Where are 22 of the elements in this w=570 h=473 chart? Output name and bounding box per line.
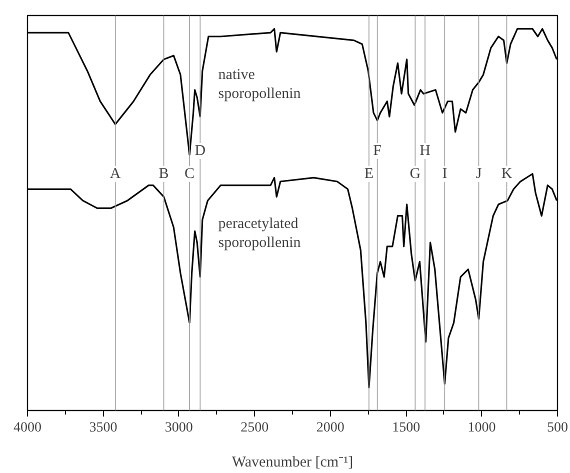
x-tick-label: 2000 [316,420,344,436]
ref-line-label: I [442,166,448,182]
ref-line-label: D [194,142,206,159]
ref-line-label: B [158,166,169,182]
ref-line-label: K [501,166,512,182]
x-tick-label: 3000 [164,420,193,436]
x-tick-label: 1500 [392,420,420,436]
ref-line-label: E [364,166,374,182]
x-axis-title: Wavenumber [cm⁻¹] [232,454,354,470]
x-tick-label: 2500 [240,420,269,436]
x-tick-label: 4000 [14,420,42,436]
x-tick-label: 1000 [468,420,496,436]
ref-line-label: F [373,142,382,159]
x-tick-label: 3500 [89,420,118,436]
ref-line-label: C [184,166,195,182]
x-tick-label: 500 [547,420,568,436]
series-label: peracetylated sporopollenin [218,216,302,252]
ref-line-label: A [110,166,121,182]
ref-line-label: G [410,166,421,182]
ref-line-label: J [476,166,482,182]
series-label: native sporopollenin [218,67,302,102]
ref-line-label: H [420,142,431,159]
